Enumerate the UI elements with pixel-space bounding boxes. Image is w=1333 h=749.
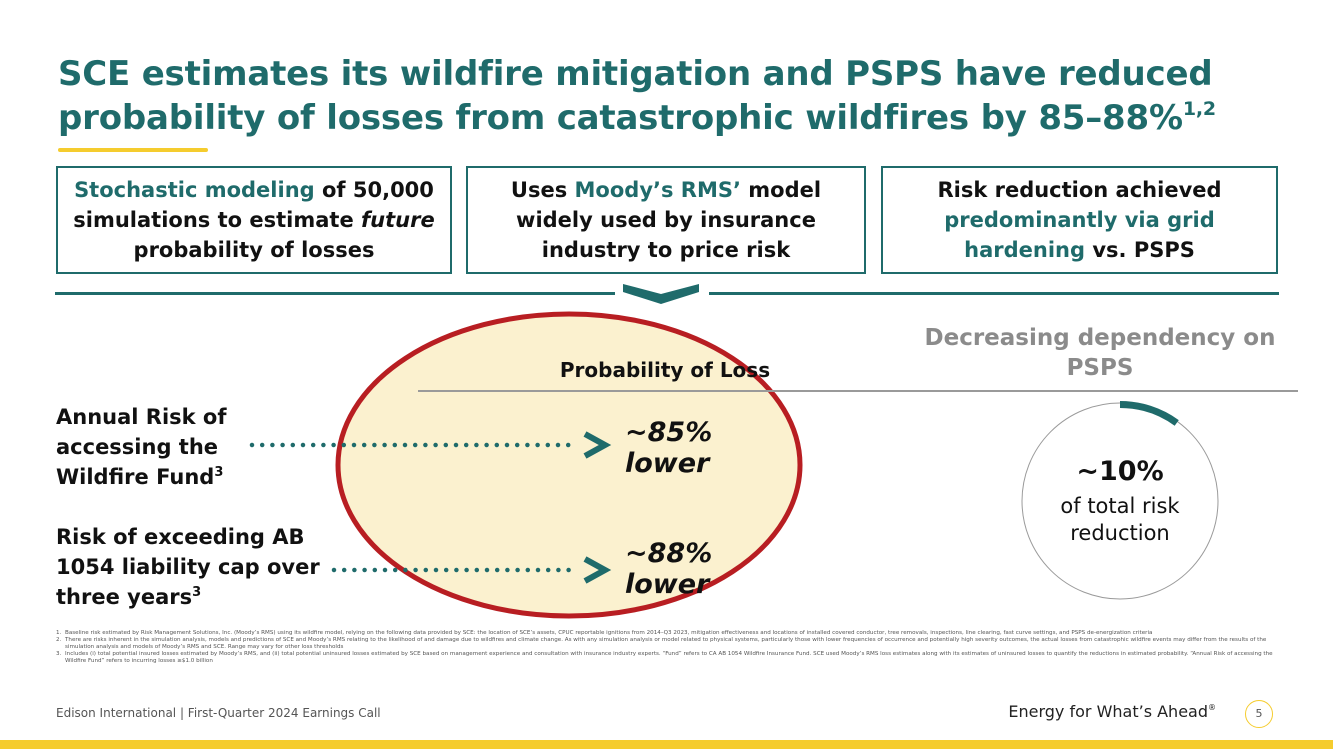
- divider-line-right: [709, 292, 1279, 295]
- moodys-rms-text-b: model widely used by insurance industry …: [516, 178, 822, 262]
- footer-tagline-mark: ®: [1208, 703, 1216, 712]
- moodys-rms-text-a: Uses: [510, 178, 575, 202]
- slide-title-footnote-ref: 1,2: [1182, 98, 1216, 120]
- footnote-2-number: 2.: [56, 637, 62, 643]
- probability-of-loss-label: Probability of Loss: [559, 358, 771, 382]
- footnote-1: 1. Baseline risk estimated by Risk Manage…: [56, 630, 1280, 637]
- slide-title-text: SCE estimates its wildfire mitigation an…: [58, 54, 1213, 138]
- donut-value: ~10%: [1076, 456, 1164, 487]
- row-value-85-number: ~85%: [625, 417, 713, 448]
- row-value-85-suffix: lower: [625, 448, 710, 479]
- grid-hardening-text-a: Risk reduction achieved: [937, 178, 1222, 202]
- footnote-3: 3. Includes (i) total potential insured l…: [56, 651, 1280, 665]
- row-label-wildfire-fund-footnote-ref: 3: [214, 465, 224, 480]
- moodys-rms-highlight: Moody’s RMS’: [574, 178, 741, 202]
- row-value-88-number: ~88%: [625, 538, 713, 569]
- chevron-down-icon: [623, 284, 699, 304]
- footnote-2: 2. There are risks inherent in the simula…: [56, 637, 1280, 651]
- probability-oval: [335, 311, 803, 619]
- probability-divider-line: [418, 390, 1298, 392]
- footer-source: Edison International | First-Quarter 202…: [56, 706, 381, 720]
- stochastic-modeling-text-b: probability of losses: [133, 238, 375, 262]
- footer-tagline-text: Energy for What’s Ahead: [1008, 702, 1208, 721]
- donut-outline: [1021, 402, 1219, 600]
- row-value-88: ~88% lower: [625, 538, 712, 600]
- arrow-head-1-icon: [583, 431, 612, 459]
- moodys-rms-text: Uses Moody’s RMS’ model widely used by i…: [474, 175, 858, 265]
- footer-tagline: Energy for What’s Ahead®: [980, 702, 1216, 721]
- footnote-1-number: 1.: [56, 630, 62, 636]
- stochastic-modeling-box: Stochastic modeling of 50,000 simulation…: [56, 166, 452, 274]
- title-accent-underline: [58, 148, 208, 152]
- bottom-accent-bar: [0, 740, 1333, 749]
- stochastic-modeling-text-a: of 50,000 simulations to estimate: [73, 178, 434, 232]
- row-label-liability-cap-footnote-ref: 3: [192, 585, 202, 600]
- row-label-liability-cap-text: Risk of exceeding AB 1054 liability cap …: [56, 525, 320, 609]
- page-number: 5: [1245, 700, 1273, 728]
- dotted-arrow-1: [249, 431, 612, 459]
- grid-hardening-text-b: vs. PSPS: [1085, 238, 1195, 262]
- donut-progress-arc: [1119, 401, 1179, 426]
- row-label-wildfire-fund: Annual Risk of accessing the Wildfire Fu…: [56, 402, 276, 492]
- stochastic-modeling-text: Stochastic modeling of 50,000 simulation…: [64, 175, 444, 265]
- row-value-88-suffix: lower: [625, 569, 710, 600]
- footnote-2-text: There are risks inherent in the simulati…: [65, 637, 1267, 650]
- arrow-head-2-icon: [583, 556, 612, 584]
- dotted-arrow-2: [331, 556, 612, 584]
- row-value-85: ~85% lower: [625, 417, 712, 479]
- footnote-3-number: 3.: [56, 651, 62, 657]
- footnotes: 1. Baseline risk estimated by Risk Manage…: [56, 630, 1280, 665]
- grid-hardening-highlight: predominantly via grid hardening: [944, 208, 1215, 262]
- grid-hardening-box: Risk reduction achieved predominantly vi…: [881, 166, 1278, 274]
- row-label-wildfire-fund-text: Annual Risk of accessing the Wildfire Fu…: [56, 405, 227, 489]
- grid-hardening-text: Risk reduction achieved predominantly vi…: [889, 175, 1270, 265]
- footnote-3-text: Includes (i) total potential insured los…: [65, 651, 1273, 664]
- row-label-liability-cap: Risk of exceeding AB 1054 liability cap …: [56, 522, 326, 612]
- moodys-rms-box: Uses Moody’s RMS’ model widely used by i…: [466, 166, 866, 274]
- footnote-1-text: Baseline risk estimated by Risk Manageme…: [65, 630, 1153, 636]
- stochastic-modeling-highlight: Stochastic modeling: [74, 178, 315, 202]
- donut-caption: of total risk reduction: [1060, 494, 1180, 545]
- stochastic-modeling-italic: future: [361, 208, 435, 232]
- slide-title: SCE estimates its wildfire mitigation an…: [58, 52, 1298, 140]
- divider-line-left: [55, 292, 615, 295]
- risk-reduction-donut: [1021, 401, 1219, 600]
- dependency-heading: Decreasing dependency on PSPS: [924, 325, 1276, 381]
